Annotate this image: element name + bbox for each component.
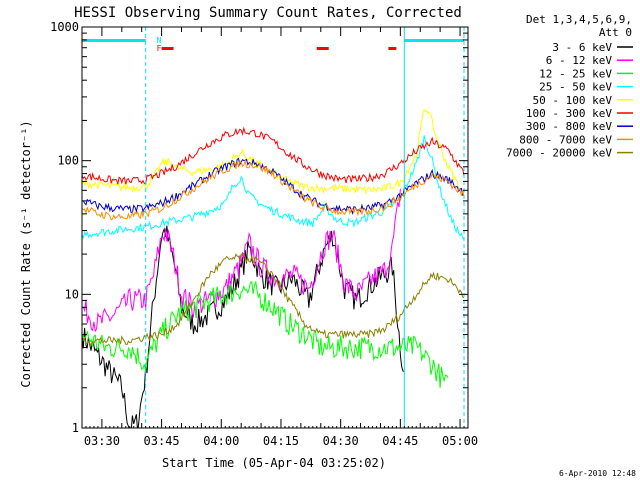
x-tick-label: 03:45 <box>144 434 180 448</box>
plot-frame <box>81 26 469 429</box>
y-axis-label: Corrected Count Rate (s⁻¹ detector⁻¹) <box>19 120 33 387</box>
legend-entry-label: 7000 - 20000 keV <box>506 147 612 160</box>
series-line <box>82 126 465 185</box>
legend-entry-label: 12 - 25 keV <box>539 67 612 80</box>
flag-label-n: N <box>157 36 162 45</box>
flag-bar-f <box>161 47 174 50</box>
legend-entry-label: 3 - 6 keV <box>552 41 612 54</box>
legend-entry-label: 6 - 12 keV <box>546 54 613 67</box>
timestamp: 6-Apr-2010 12:48 <box>559 469 636 478</box>
series-line <box>82 108 465 195</box>
chart-title: HESSI Observing Summary Count Rates, Cor… <box>74 5 462 21</box>
x-tick-label: 04:45 <box>382 434 418 448</box>
series-line <box>82 188 401 333</box>
legend-entry-label: 100 - 300 keV <box>526 107 612 120</box>
x-tick-label: 03:30 <box>84 434 120 448</box>
legend-entry-label: 800 - 7000 keV <box>519 133 612 146</box>
flag-bar-f <box>316 47 329 50</box>
legend-entry-label: 50 - 100 keV <box>533 94 613 107</box>
series-line <box>82 225 405 428</box>
legend-entry-label: 300 - 800 keV <box>526 120 612 133</box>
y-tick-label: 1 <box>72 421 79 435</box>
series-line <box>82 135 465 240</box>
y-tick-label: 1000 <box>50 20 79 34</box>
x-tick-label: 04:15 <box>263 434 299 448</box>
x-tick-label: 04:00 <box>203 434 239 448</box>
flag-bar-n <box>404 39 465 42</box>
legend-header: Det 1,3,4,5,6,9, <box>526 13 632 26</box>
x-tick-label: 05:00 <box>442 434 478 448</box>
series-line <box>82 280 449 388</box>
x-axis-label: Start Time (05-Apr-04 03:25:02) <box>162 456 386 470</box>
legend-entry-label: 25 - 50 keV <box>539 81 612 94</box>
y-tick-label: 100 <box>57 154 79 168</box>
series-line <box>82 253 465 346</box>
flag-bar-n <box>82 39 146 42</box>
flag-bar-f <box>388 47 397 50</box>
x-tick-label: 04:30 <box>323 434 359 448</box>
legend-header: Att 0 <box>599 26 632 39</box>
y-tick-label: 10 <box>65 287 79 301</box>
flag-label-f: F <box>157 44 162 53</box>
